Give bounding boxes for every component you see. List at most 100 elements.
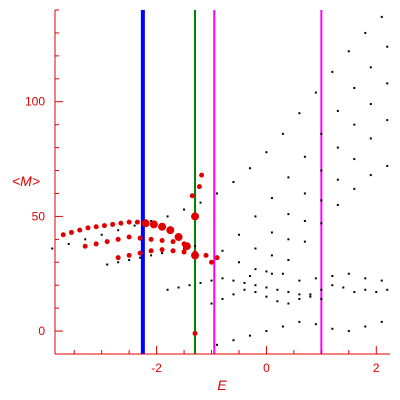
- black-point-1-0: [221, 249, 224, 252]
- red-point-0-9: [134, 219, 140, 225]
- black-point-0-3: [100, 233, 103, 236]
- black-point-2-9: [386, 82, 389, 85]
- black-point-0-19: [364, 31, 367, 34]
- black-point-6-1: [177, 286, 180, 289]
- black-point-3-8: [386, 119, 389, 122]
- black-point-2-3: [287, 213, 290, 216]
- black-point-0-5: [133, 224, 136, 227]
- red-point-2-6: [181, 249, 187, 255]
- red-point-1-5: [137, 235, 143, 241]
- black-point-4-1: [287, 258, 290, 261]
- black-point-8-1: [232, 339, 235, 342]
- black-point-1-4: [287, 176, 290, 179]
- x-tick-label-2: 2: [373, 361, 380, 375]
- y-tick-label-1: 50: [32, 209, 46, 223]
- black-point-2-1: [254, 247, 257, 250]
- red-point-2-8: [203, 252, 209, 258]
- black-point-6-3: [199, 281, 202, 284]
- red-point-0-5: [101, 223, 107, 229]
- black-point-4-5: [353, 187, 356, 190]
- red-point-0-10: [141, 219, 150, 228]
- black-point-0-14: [281, 132, 284, 135]
- red-point-1-7: [159, 237, 165, 243]
- black-point-6-6: [232, 279, 235, 282]
- black-point-8-2: [248, 334, 251, 337]
- red-point-0-0: [60, 232, 66, 238]
- red-point-3-5: [192, 330, 198, 336]
- black-point-7-0: [210, 302, 213, 305]
- black-point-6-12: [298, 293, 301, 296]
- black-point-3-7: [369, 137, 372, 140]
- black-point-0-11: [232, 181, 235, 183]
- black-point-5-5: [161, 252, 164, 255]
- black-point-6-10: [276, 288, 279, 291]
- black-point-0-13: [265, 151, 268, 154]
- black-point-3-5: [336, 178, 339, 181]
- black-point-8-9: [364, 325, 367, 328]
- black-point-0-15: [298, 112, 301, 115]
- red-point-1-9: [181, 241, 187, 247]
- black-point-1-6: [320, 132, 323, 135]
- black-point-7-10: [320, 288, 323, 291]
- black-point-7-5: [265, 295, 268, 298]
- black-point-2-6: [336, 146, 339, 149]
- black-point-7-16: [386, 288, 389, 291]
- black-point-8-5: [298, 320, 301, 323]
- black-point-9-1: [265, 270, 268, 273]
- black-point-2-4: [303, 192, 306, 195]
- black-point-4-6: [369, 174, 372, 177]
- black-point-0-0: [51, 247, 54, 250]
- black-point-6-14: [320, 297, 323, 300]
- black-point-5-8: [194, 245, 197, 248]
- black-point-7-9: [309, 293, 312, 296]
- red-point-2-3: [148, 248, 154, 254]
- black-point-0-16: [314, 91, 317, 94]
- black-point-7-12: [342, 286, 345, 289]
- red-point-3-3: [199, 172, 205, 178]
- black-point-0-18: [347, 50, 350, 53]
- red-point-3-0: [191, 212, 200, 221]
- black-point-2-7: [353, 123, 356, 126]
- red-point-0-1: [68, 229, 74, 235]
- red-point-3-2: [196, 184, 202, 190]
- red-point-0-4: [93, 224, 99, 230]
- black-point-3-1: [270, 254, 273, 257]
- black-point-0-4: [117, 229, 120, 232]
- black-point-2-0: [237, 261, 240, 264]
- black-point-1-2: [254, 215, 257, 218]
- black-point-1-5: [303, 155, 306, 158]
- red-point-1-3: [115, 236, 121, 242]
- x-tick-label-0: -2: [151, 361, 162, 375]
- black-point-6-9: [265, 286, 268, 289]
- black-point-8-8: [347, 330, 350, 333]
- black-point-9-5: [331, 275, 334, 278]
- x-tick-label-1: 0: [263, 361, 270, 375]
- black-point-9-0: [248, 275, 251, 278]
- black-point-7-1: [221, 297, 224, 300]
- black-point-7-4: [254, 291, 257, 294]
- red-point-1-1: [93, 241, 99, 247]
- black-point-6-7: [243, 281, 246, 284]
- black-point-8-0: [216, 343, 219, 346]
- black-point-6-8: [254, 284, 257, 287]
- black-point-0-1: [67, 242, 70, 245]
- red-point-2-4: [159, 247, 165, 253]
- red-point-0-3: [85, 225, 91, 231]
- red-point-3-4: [209, 259, 215, 265]
- red-point-1-8: [170, 239, 176, 245]
- red-point-1-6: [148, 236, 154, 242]
- red-point-0-2: [77, 227, 83, 233]
- y-tick-label-2: 100: [25, 95, 45, 109]
- black-point-0-9: [199, 201, 202, 204]
- black-point-7-7: [287, 302, 290, 305]
- red-point-2-1: [126, 252, 132, 258]
- black-point-0-7: [166, 215, 169, 218]
- black-point-2-5: [320, 169, 323, 172]
- y-axis-label: <M>: [12, 173, 40, 189]
- black-point-7-14: [364, 288, 367, 291]
- black-point-5-4: [150, 254, 153, 257]
- black-point-4-3: [320, 222, 323, 225]
- black-point-7-15: [375, 291, 378, 294]
- red-point-2-9: [214, 255, 220, 261]
